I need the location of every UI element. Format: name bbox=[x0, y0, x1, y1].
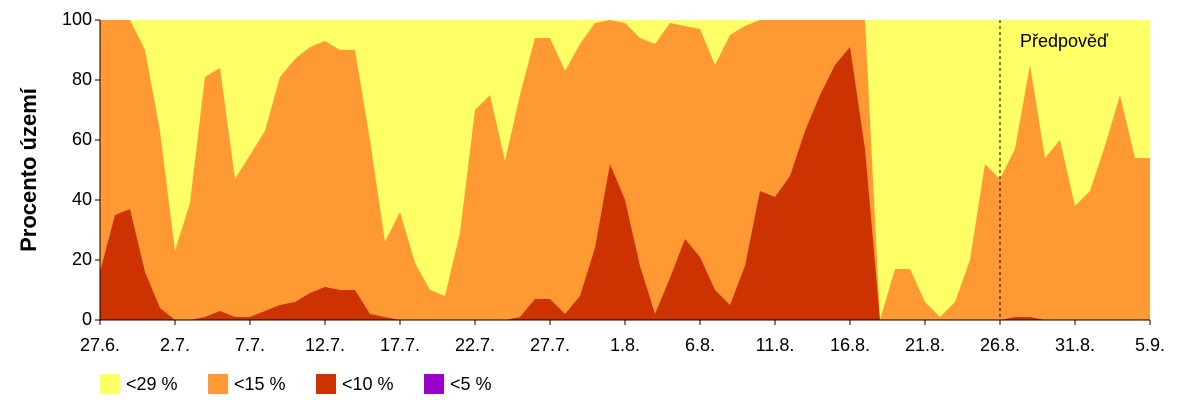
legend-swatch bbox=[424, 374, 444, 394]
x-tick-label: 22.7. bbox=[455, 335, 495, 355]
annotation: Předpověď bbox=[1020, 31, 1109, 51]
y-tick-label: 40 bbox=[72, 189, 92, 209]
x-tick-label: 12.7. bbox=[305, 335, 345, 355]
plot-area bbox=[100, 20, 1150, 320]
x-tick-label: 31.8. bbox=[1055, 335, 1095, 355]
x-tick-label: 6.8. bbox=[685, 335, 715, 355]
legend-swatch bbox=[208, 374, 228, 394]
x-tick-label: 5.9. bbox=[1135, 335, 1165, 355]
y-axis-title: Procento území bbox=[16, 87, 41, 252]
x-tick-label: 21.8. bbox=[905, 335, 945, 355]
legend-label: <5 % bbox=[450, 374, 492, 394]
y-tick-label: 60 bbox=[72, 129, 92, 149]
legend-label: <15 % bbox=[234, 374, 286, 394]
x-tick-label: 7.7. bbox=[235, 335, 265, 355]
y-tick-label: 100 bbox=[62, 9, 92, 29]
x-tick-label: 27.6. bbox=[80, 335, 120, 355]
y-tick-label: 20 bbox=[72, 249, 92, 269]
x-tick-label: 27.7. bbox=[530, 335, 570, 355]
area bbox=[100, 47, 1150, 320]
x-tick-label: 2.7. bbox=[160, 335, 190, 355]
x-tick-label: 1.8. bbox=[610, 335, 640, 355]
area bbox=[100, 20, 1150, 320]
x-tick-label: 16.8. bbox=[830, 335, 870, 355]
y-tick-label: 0 bbox=[82, 309, 92, 329]
legend-label: <10 % bbox=[342, 374, 394, 394]
y-tick-label: 80 bbox=[72, 69, 92, 89]
legend-swatch bbox=[316, 374, 336, 394]
legend-swatch bbox=[100, 374, 120, 394]
legend-label: <29 % bbox=[126, 374, 178, 394]
x-tick-label: 17.7. bbox=[380, 335, 420, 355]
x-tick-label: 26.8. bbox=[980, 335, 1020, 355]
x-tick-label: 11.8. bbox=[756, 335, 795, 355]
